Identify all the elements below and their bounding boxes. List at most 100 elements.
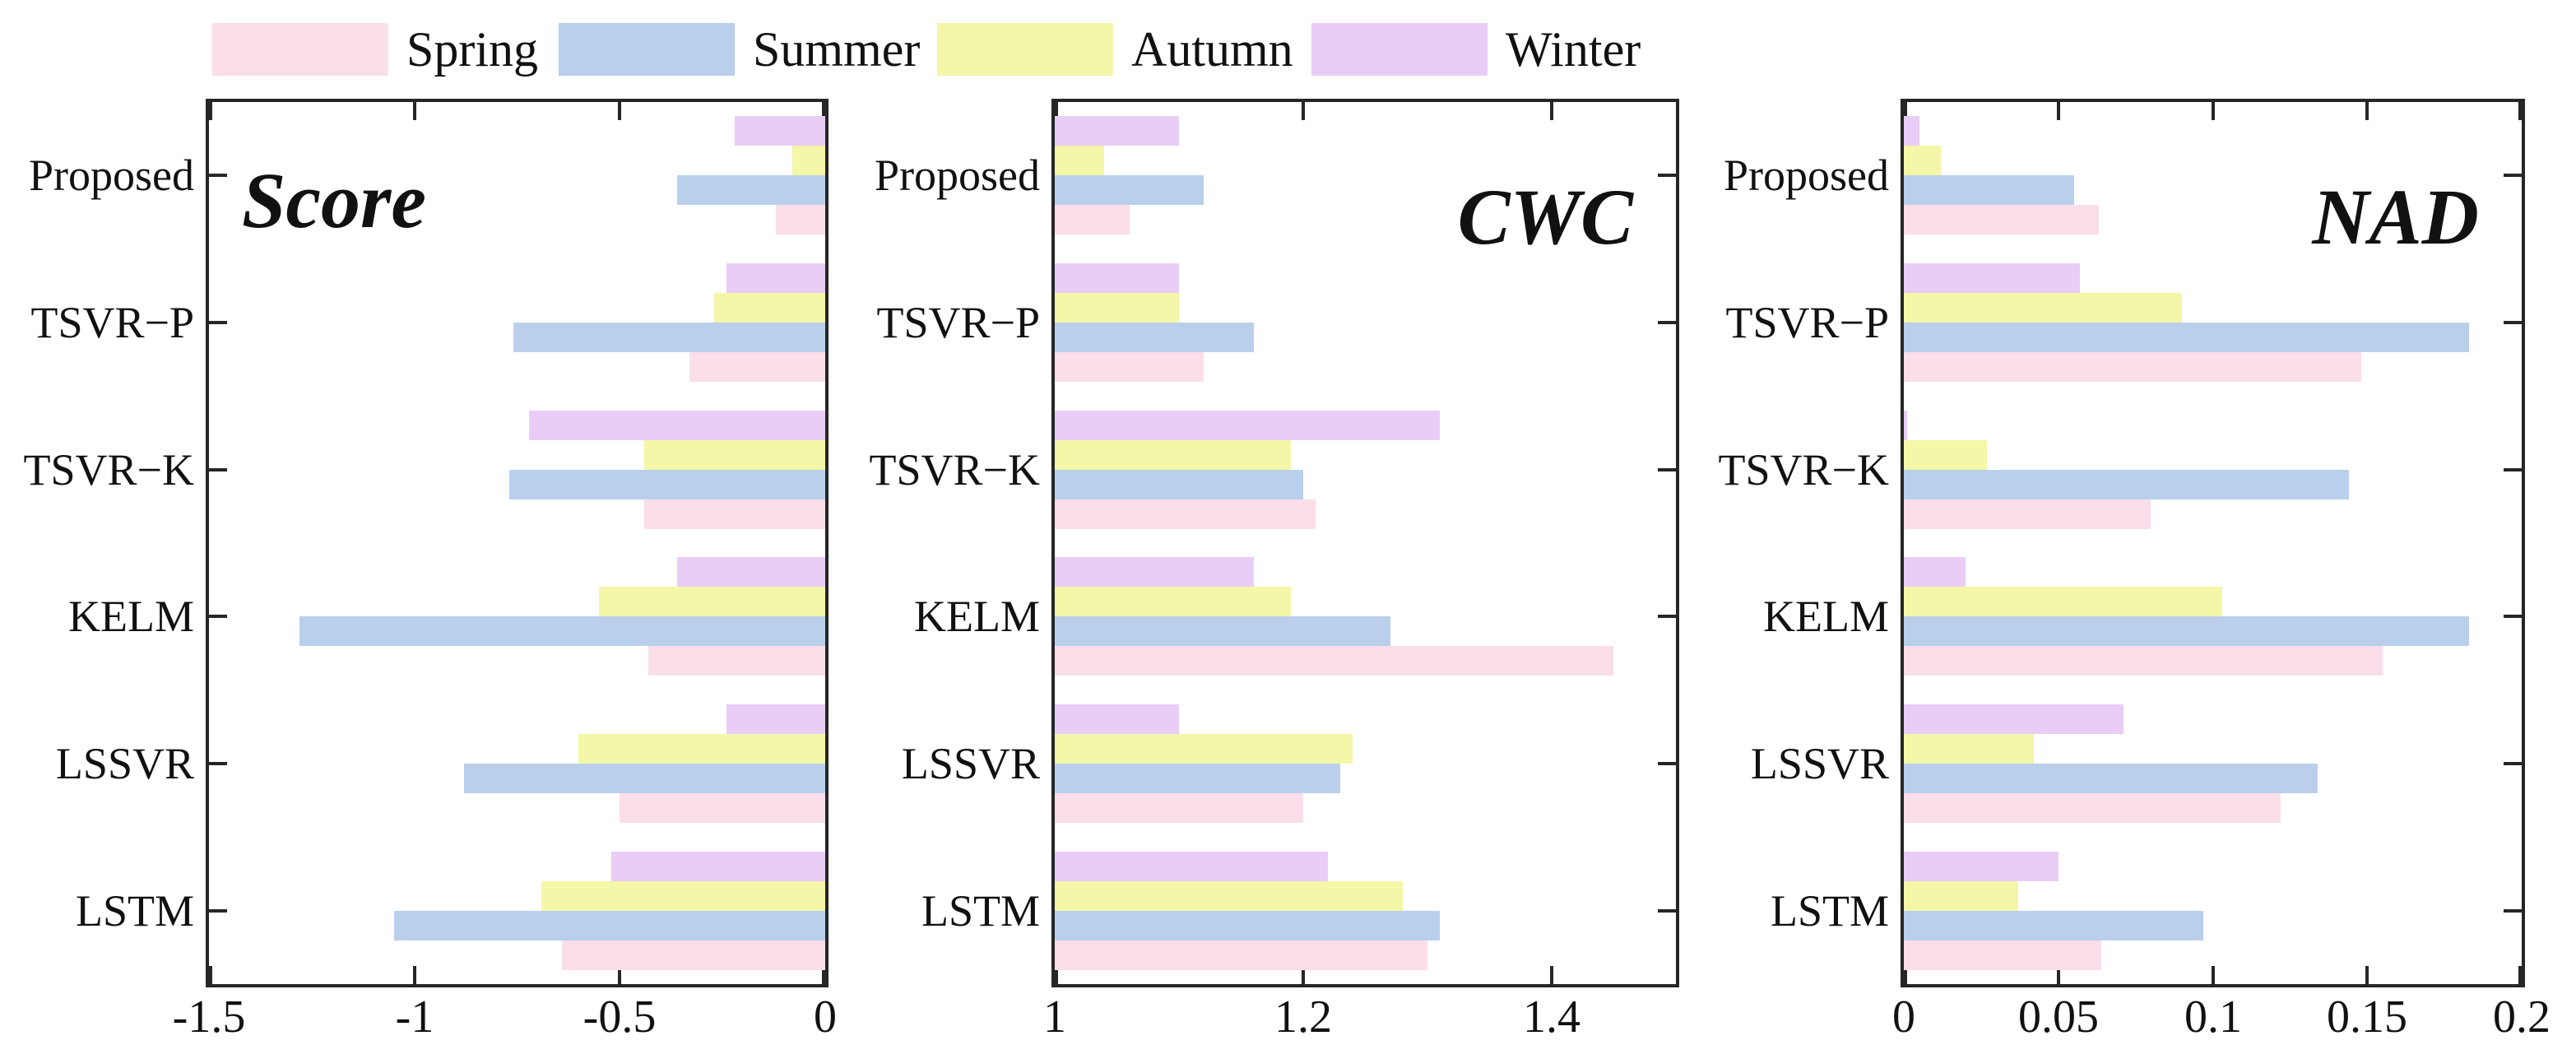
bar-spring-lssvr bbox=[1055, 793, 1303, 823]
bar-spring-lssvr bbox=[1904, 793, 2281, 823]
category-label-lssvr: LSSVR bbox=[55, 739, 194, 788]
x-tick-label: 0 bbox=[814, 992, 837, 1043]
bar-summer-lssvr bbox=[1055, 764, 1340, 793]
category-label-kelm: KELM bbox=[68, 592, 194, 641]
x-axis-tick bbox=[618, 102, 621, 120]
bar-summer-lssvr bbox=[464, 764, 825, 793]
category-label-tsvr-p: TSVR−P bbox=[876, 298, 1040, 347]
category-label-kelm: KELM bbox=[914, 592, 1040, 641]
bar-winter-tsvr-k bbox=[529, 411, 825, 440]
x-axis-tick bbox=[822, 966, 825, 984]
y-axis-tick bbox=[209, 762, 227, 765]
category-label-kelm: KELM bbox=[1763, 592, 1889, 641]
bar-autumn-tsvr-k bbox=[644, 440, 825, 470]
bar-winter-proposed bbox=[1055, 116, 1179, 146]
bar-winter-tsvr-p bbox=[1055, 263, 1179, 293]
category-label-lstm: LSTM bbox=[921, 886, 1040, 936]
y-axis-tick bbox=[2504, 909, 2522, 913]
category-label-lssvr: LSSVR bbox=[1750, 739, 1889, 788]
x-axis-tick bbox=[2057, 102, 2060, 120]
panel-title-score: Score bbox=[242, 156, 426, 244]
bar-spring-proposed bbox=[1055, 205, 1130, 235]
bar-winter-lssvr bbox=[1055, 704, 1179, 734]
category-label-proposed: Proposed bbox=[29, 151, 194, 200]
x-tick-label: -1 bbox=[395, 992, 434, 1043]
bar-winter-tsvr-p bbox=[1904, 263, 2080, 293]
bar-spring-lstm bbox=[1055, 940, 1427, 970]
bar-autumn-lssvr bbox=[1904, 734, 2034, 764]
panel-title-cwc: CWC bbox=[1457, 173, 1633, 261]
legend-label: Summer bbox=[753, 22, 921, 77]
y-axis-tick bbox=[209, 909, 227, 913]
x-axis-tick bbox=[1550, 966, 1553, 984]
bar-spring-kelm bbox=[1055, 646, 1613, 676]
bar-winter-lstm bbox=[611, 852, 825, 881]
category-label-proposed: Proposed bbox=[875, 151, 1040, 200]
bar-summer-tsvr-p bbox=[1055, 323, 1254, 352]
legend-swatch-summer bbox=[559, 23, 735, 76]
category-label-tsvr-k: TSVR−K bbox=[869, 445, 1040, 495]
x-axis-tick bbox=[2365, 102, 2369, 120]
y-axis-tick bbox=[1658, 762, 1676, 765]
bar-spring-lstm bbox=[1904, 940, 2101, 970]
bar-winter-kelm bbox=[677, 557, 825, 587]
x-tick-label: 0.1 bbox=[2184, 992, 2242, 1043]
x-axis-tick bbox=[2365, 966, 2369, 984]
bar-winter-lstm bbox=[1904, 852, 2058, 881]
bar-spring-lstm bbox=[562, 940, 825, 970]
y-axis-tick bbox=[1658, 468, 1676, 471]
bar-summer-kelm bbox=[1904, 616, 2469, 646]
bar-summer-kelm bbox=[299, 616, 825, 646]
y-axis-tick bbox=[2504, 174, 2522, 177]
bar-summer-lstm bbox=[394, 911, 825, 940]
bar-spring-tsvr-k bbox=[1055, 499, 1316, 529]
bar-autumn-kelm bbox=[1055, 587, 1291, 616]
bar-summer-tsvr-p bbox=[1904, 323, 2469, 352]
category-label-lssvr: LSSVR bbox=[901, 739, 1040, 788]
bar-autumn-kelm bbox=[1904, 587, 2222, 616]
bar-winter-kelm bbox=[1904, 557, 1966, 587]
x-tick-label: 0 bbox=[1892, 992, 1915, 1043]
bar-autumn-lssvr bbox=[1055, 734, 1353, 764]
x-tick-label: 1 bbox=[1043, 992, 1066, 1043]
legend-item-autumn: Autumn bbox=[937, 23, 1293, 76]
category-label-tsvr-k: TSVR−K bbox=[1718, 445, 1889, 495]
y-axis-tick bbox=[1658, 615, 1676, 618]
bar-autumn-tsvr-k bbox=[1904, 440, 1987, 470]
bar-summer-lstm bbox=[1055, 911, 1440, 940]
x-axis-tick bbox=[209, 102, 212, 120]
y-axis-tick bbox=[2504, 615, 2522, 618]
x-axis-tick bbox=[2518, 102, 2522, 120]
bar-summer-proposed bbox=[1055, 175, 1204, 205]
bar-winter-tsvr-p bbox=[726, 263, 825, 293]
x-axis-tick bbox=[1055, 966, 1058, 984]
bar-autumn-tsvr-k bbox=[1055, 440, 1291, 470]
bar-summer-tsvr-k bbox=[1904, 470, 2349, 499]
x-tick-label: 0.05 bbox=[2018, 992, 2099, 1043]
legend-swatch-autumn bbox=[937, 23, 1113, 76]
chart-panel-nad: NAD bbox=[1901, 99, 2525, 987]
category-label-tsvr-p: TSVR−P bbox=[30, 298, 194, 347]
panel-title-nad: NAD bbox=[2312, 173, 2479, 261]
category-label-proposed: Proposed bbox=[1724, 151, 1889, 200]
bar-winter-proposed bbox=[735, 116, 825, 146]
x-tick-label: 1.2 bbox=[1274, 992, 1332, 1043]
legend-swatch-spring bbox=[212, 23, 388, 76]
x-axis-tick bbox=[1550, 102, 1553, 120]
legend-label: Autumn bbox=[1131, 22, 1293, 77]
bar-autumn-lstm bbox=[1904, 881, 2018, 911]
bar-spring-tsvr-k bbox=[1904, 499, 2151, 529]
bar-summer-tsvr-k bbox=[509, 470, 825, 499]
bar-autumn-lstm bbox=[541, 881, 825, 911]
bar-spring-kelm bbox=[1904, 646, 2383, 676]
x-axis-tick bbox=[2057, 966, 2060, 984]
bar-spring-lssvr bbox=[620, 793, 825, 823]
bar-autumn-tsvr-p bbox=[1055, 293, 1179, 323]
x-axis-tick bbox=[822, 102, 825, 120]
bar-spring-kelm bbox=[648, 646, 825, 676]
x-tick-label: 1.4 bbox=[1523, 992, 1580, 1043]
bar-spring-tsvr-p bbox=[689, 352, 825, 382]
bar-summer-kelm bbox=[1055, 616, 1390, 646]
x-tick-label: 0.2 bbox=[2493, 992, 2550, 1043]
category-label-lstm: LSTM bbox=[75, 886, 194, 936]
